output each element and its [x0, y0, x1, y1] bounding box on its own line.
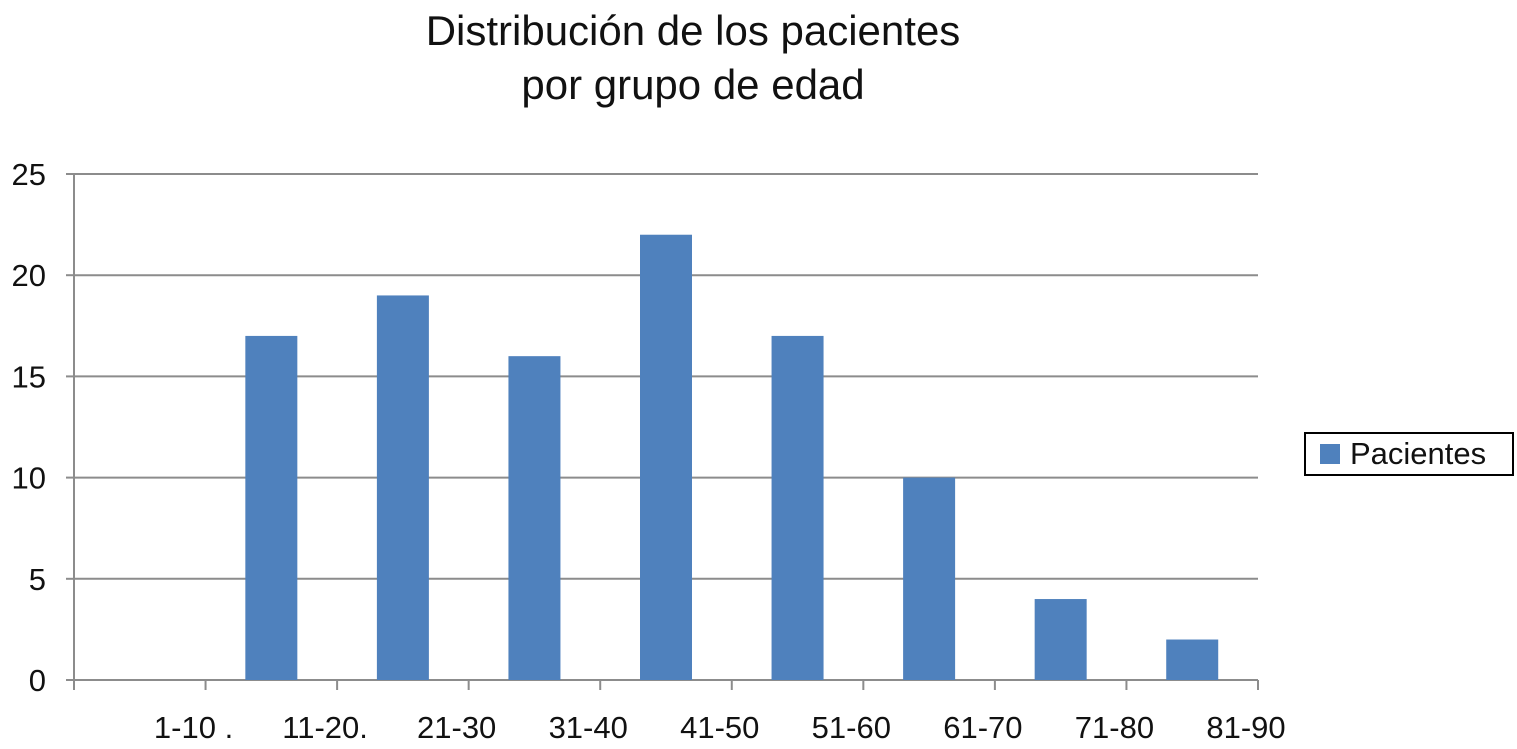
x-tick-label: 11-20.	[282, 710, 368, 745]
x-tick-label: 81-90	[1206, 710, 1285, 745]
x-tick-label: 21-30	[417, 710, 496, 745]
y-tick-label: 25	[12, 157, 46, 192]
bar-21-30	[376, 295, 429, 680]
chart-title-line-2: por grupo de edad	[521, 61, 865, 108]
x-tick-labels: 1-10 . 11-20. 21-30 31-40 41-50 51-60 61-70 71-…	[154, 710, 1286, 745]
y-tick-label: 10	[12, 461, 46, 496]
y-tick-label: 5	[29, 562, 46, 597]
x-tick-label: 31-40	[549, 710, 628, 745]
legend-label-pacientes: Pacientes	[1350, 436, 1487, 471]
chart-title-line-1: Distribución de los pacientes	[425, 7, 961, 54]
bar-61-70	[903, 477, 956, 680]
bars	[245, 234, 1219, 680]
x-tick-label: 1-10 .	[154, 710, 233, 745]
chart-title: Distribución de los pacientes por grupo …	[80, 4, 1306, 112]
bar-11-20	[245, 335, 298, 680]
x-tick-label: 71-80	[1075, 710, 1154, 745]
bar-71-80	[1034, 599, 1087, 680]
x-tick-label: 41-50	[680, 710, 759, 745]
bar-31-40	[508, 356, 561, 680]
y-tick-labels: 0 5 10 15 20 25	[12, 157, 46, 698]
y-tick-label: 0	[29, 663, 46, 698]
legend-swatch	[1320, 444, 1340, 464]
bar-81-90	[1166, 639, 1219, 680]
x-tick-label: 51-60	[812, 710, 891, 745]
bar-51-60	[771, 335, 824, 680]
legend: Pacientes	[1304, 432, 1514, 476]
x-tick-label: 61-70	[943, 710, 1022, 745]
bar-41-50	[640, 234, 692, 680]
y-tick-label: 15	[12, 359, 46, 394]
y-tick-label: 20	[12, 258, 46, 293]
